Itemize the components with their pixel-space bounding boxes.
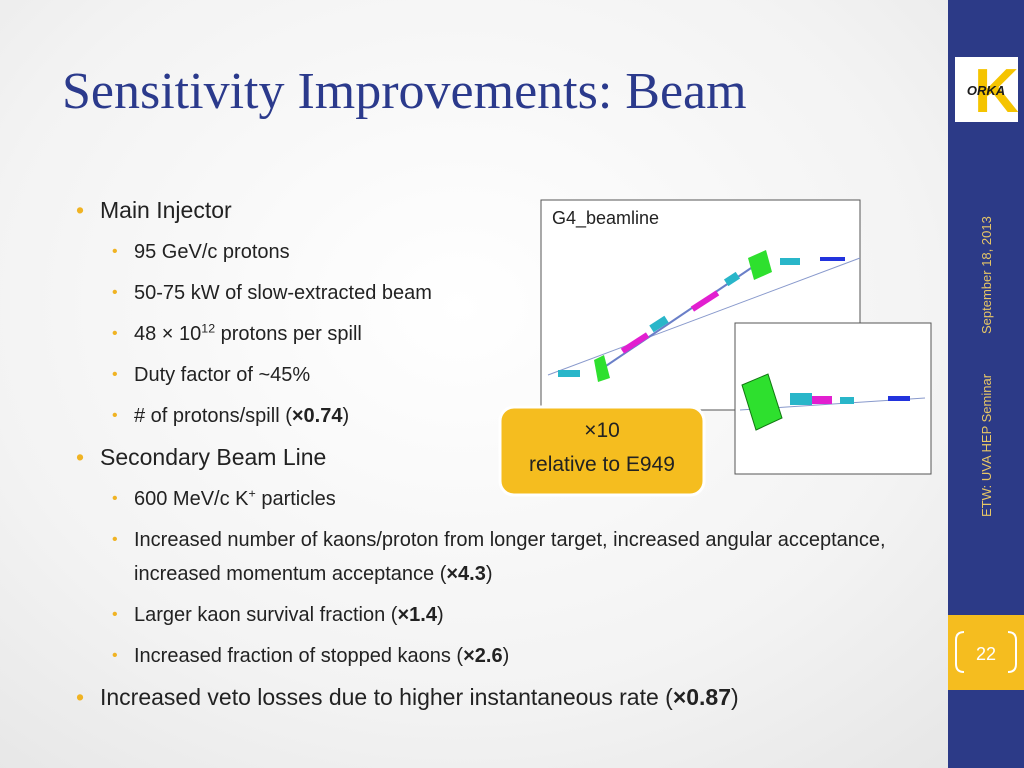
text-segment: Increased number of kaons/proton from lo… xyxy=(134,529,886,585)
text-segment: ×0.87 xyxy=(672,684,732,710)
text-segment: ) xyxy=(502,645,510,667)
sub-bullet: • Larger kaon survival fraction (×1.4) xyxy=(70,598,890,632)
bullet-dot: • xyxy=(112,325,118,342)
text-segment: ×0.74 xyxy=(291,405,343,427)
bullet-dot: • xyxy=(112,490,118,507)
text-segment: ×4.3 xyxy=(446,563,486,585)
sidebar-graphics: K ORKA 22 xyxy=(948,57,1024,690)
bullet-dot: • xyxy=(112,407,118,424)
sub-bullet: • # of protons/spill (×0.74) xyxy=(70,399,890,433)
sub-bullet: • 95 GeV/c protons xyxy=(70,235,890,269)
slide-title: Sensitivity Improvements: Beam xyxy=(62,63,747,120)
bullet: • Increased veto losses due to higher ins… xyxy=(70,679,890,715)
page-box xyxy=(948,615,1024,690)
text-segment: ) xyxy=(436,604,444,626)
bullet-dot: • xyxy=(112,647,118,664)
bullet-dot: • xyxy=(76,444,85,470)
bullet-dot: • xyxy=(112,366,118,383)
text-segment: ) xyxy=(485,563,493,585)
sub-bullet: • Increased fraction of stopped kaons (×2… xyxy=(70,639,890,673)
logo-box xyxy=(955,57,1018,122)
bullet: • Secondary Beam Line xyxy=(70,439,890,475)
bullet-dot: • xyxy=(76,197,85,223)
text-segment: Increased veto losses due to higher inst… xyxy=(100,684,673,710)
callout xyxy=(498,405,706,497)
event: ETW: UVA HEP Seminar xyxy=(979,373,994,517)
text-segment: protons per spill xyxy=(215,323,362,345)
figures: G4_beamline ×10 relative to E949 xyxy=(498,199,932,497)
text-segment: + xyxy=(248,486,256,501)
text-segment: 12 xyxy=(201,321,216,336)
text-segment: ×2.6 xyxy=(463,645,503,667)
text-segment: 50-75 kW of slow-extracted beam xyxy=(134,282,432,304)
figure-label: G4_beamline xyxy=(552,208,659,229)
text-segment: Main Injector xyxy=(100,197,232,223)
sub-bullet: • Duty factor of ~45% xyxy=(70,358,890,392)
text-segment: Larger kaon survival fraction ( xyxy=(134,604,398,626)
logo-letter: K xyxy=(974,57,1019,126)
bullet-list: • Main Injector • 95 GeV/c protons • 50-75 kW… xyxy=(70,186,890,715)
text-segment: ) xyxy=(731,684,739,710)
text-segment: Secondary Beam Line xyxy=(100,444,327,470)
text-segment: ×1.4 xyxy=(397,604,437,626)
bullet-dot: • xyxy=(112,606,118,623)
bullet-dot: • xyxy=(112,531,118,548)
bullet: • Main Injector xyxy=(70,192,890,228)
text-segment: Duty factor of ~45% xyxy=(134,364,311,386)
text-segment: # of protons/spill ( xyxy=(134,405,292,427)
text-segment: 600 MeV/c K xyxy=(134,488,249,510)
bullet-dot: • xyxy=(112,243,118,260)
callout-line: ×10 xyxy=(584,419,620,442)
text-segment: 48 × 10 xyxy=(134,323,202,345)
text-segment: particles xyxy=(255,488,336,510)
text-segment: 95 GeV/c protons xyxy=(134,241,290,263)
sub-bullet: • 600 MeV/c K+ particles xyxy=(70,482,890,516)
sub-bullet: • 48 × 1012 protons per spill xyxy=(70,317,890,351)
sub-bullet: • Increased number of kaons/proton from l… xyxy=(70,523,890,591)
bullet-dot: • xyxy=(76,684,85,710)
logo-text: ORKA xyxy=(967,83,1005,98)
sidebar: K ORKA 22 September 18, 2013 ETW: UVA HE… xyxy=(948,0,1024,768)
callout-line: relative to E949 xyxy=(529,453,675,476)
text-segment: Increased fraction of stopped kaons ( xyxy=(134,645,464,667)
beamline-diagram xyxy=(547,250,861,382)
sub-bullet: • 50-75 kW of slow-extracted beam xyxy=(70,276,890,310)
page-number: 22 xyxy=(976,644,996,664)
bullet-dot: • xyxy=(112,284,118,301)
inset-diagram xyxy=(739,373,926,431)
date: September 18, 2013 xyxy=(979,216,994,334)
text-segment: ) xyxy=(342,405,350,427)
